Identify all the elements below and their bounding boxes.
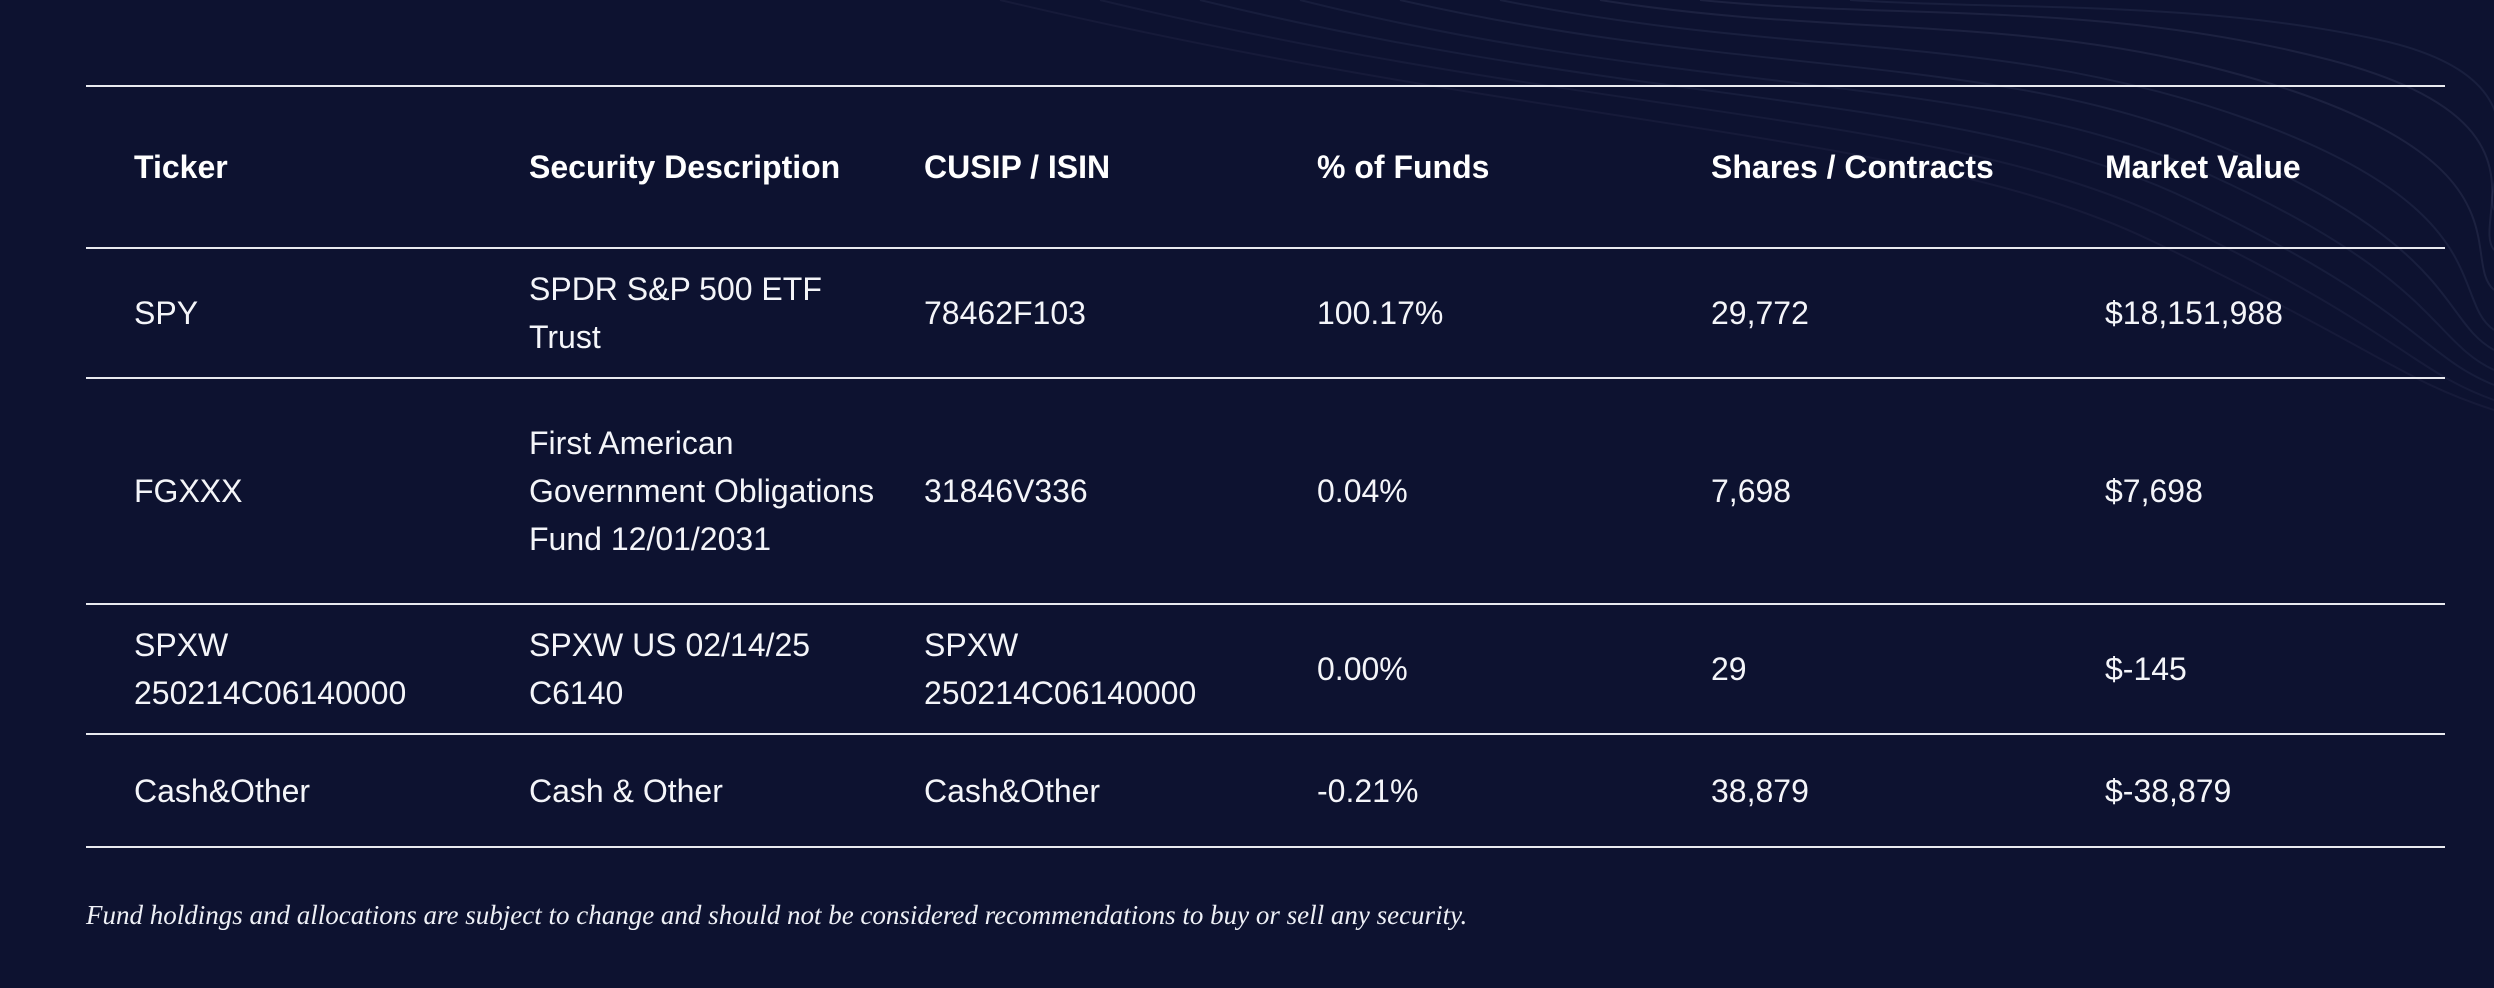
cell-ticker: SPY — [134, 295, 199, 331]
holdings-table: Ticker Security Description CUSIP / ISIN… — [86, 85, 2445, 848]
cell-percent-of-funds: 100.17% — [1317, 295, 1444, 331]
cell-security-description: Cash & Other — [529, 772, 723, 809]
cell-cusip-isin: SPXW 250214C06140000 — [924, 627, 1197, 711]
cell-security-description: SPDR S&P 500 ETF Trust — [529, 271, 822, 355]
cell-percent-of-funds: -0.21% — [1317, 772, 1419, 809]
cell-market-value: $-145 — [2105, 651, 2187, 687]
cell-security-description: First American Government Obligations Fu… — [529, 425, 875, 557]
cell-ticker: Cash&Other — [134, 772, 311, 809]
table-row: SPY SPDR S&P 500 ETF Trust 78462F103 100… — [86, 248, 2445, 378]
header-security-description: Security Description — [529, 149, 841, 185]
cell-percent-of-funds: 0.04% — [1317, 473, 1408, 509]
holdings-table-container: Ticker Security Description CUSIP / ISIN… — [86, 85, 2445, 848]
table-header-row: Ticker Security Description CUSIP / ISIN… — [86, 86, 2445, 248]
cell-shares-contracts: 7,698 — [1711, 473, 1792, 509]
cell-cusip-isin: Cash&Other — [924, 772, 1101, 809]
header-shares-contracts: Shares / Contracts — [1711, 149, 1994, 185]
cell-shares-contracts: 38,879 — [1711, 772, 1809, 809]
cell-ticker: FGXXX — [134, 473, 243, 509]
cell-market-value: $18,151,988 — [2105, 295, 2283, 331]
cell-security-description: SPXW US 02/14/25 C6140 — [529, 627, 811, 711]
cell-ticker: SPXW 250214C06140000 — [134, 627, 407, 711]
cell-cusip-isin: 31846V336 — [924, 473, 1088, 509]
table-row: Cash&Other Cash & Other Cash&Other -0.21… — [86, 734, 2445, 847]
header-market-value: Market Value — [2105, 149, 2301, 185]
table-row: SPXW 250214C06140000 SPXW US 02/14/25 C6… — [86, 604, 2445, 734]
header-percent-of-funds: % of Funds — [1317, 149, 1490, 185]
cell-cusip-isin: 78462F103 — [924, 295, 1086, 331]
cell-shares-contracts: 29,772 — [1711, 295, 1809, 331]
header-ticker: Ticker — [134, 149, 228, 185]
table-row: FGXXX First American Government Obligati… — [86, 378, 2445, 604]
header-cusip-isin: CUSIP / ISIN — [924, 149, 1111, 185]
cell-market-value: $-38,879 — [2105, 772, 2232, 809]
cell-percent-of-funds: 0.00% — [1317, 651, 1408, 687]
disclaimer-text: Fund holdings and allocations are subjec… — [86, 900, 1468, 930]
cell-market-value: $7,698 — [2105, 473, 2203, 509]
cell-shares-contracts: 29 — [1711, 651, 1747, 687]
